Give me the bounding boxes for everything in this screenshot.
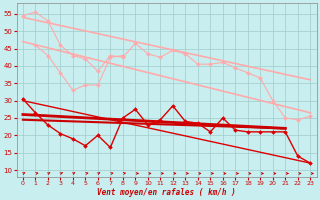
X-axis label: Vent moyen/en rafales ( km/h ): Vent moyen/en rafales ( km/h ) [97, 188, 236, 197]
